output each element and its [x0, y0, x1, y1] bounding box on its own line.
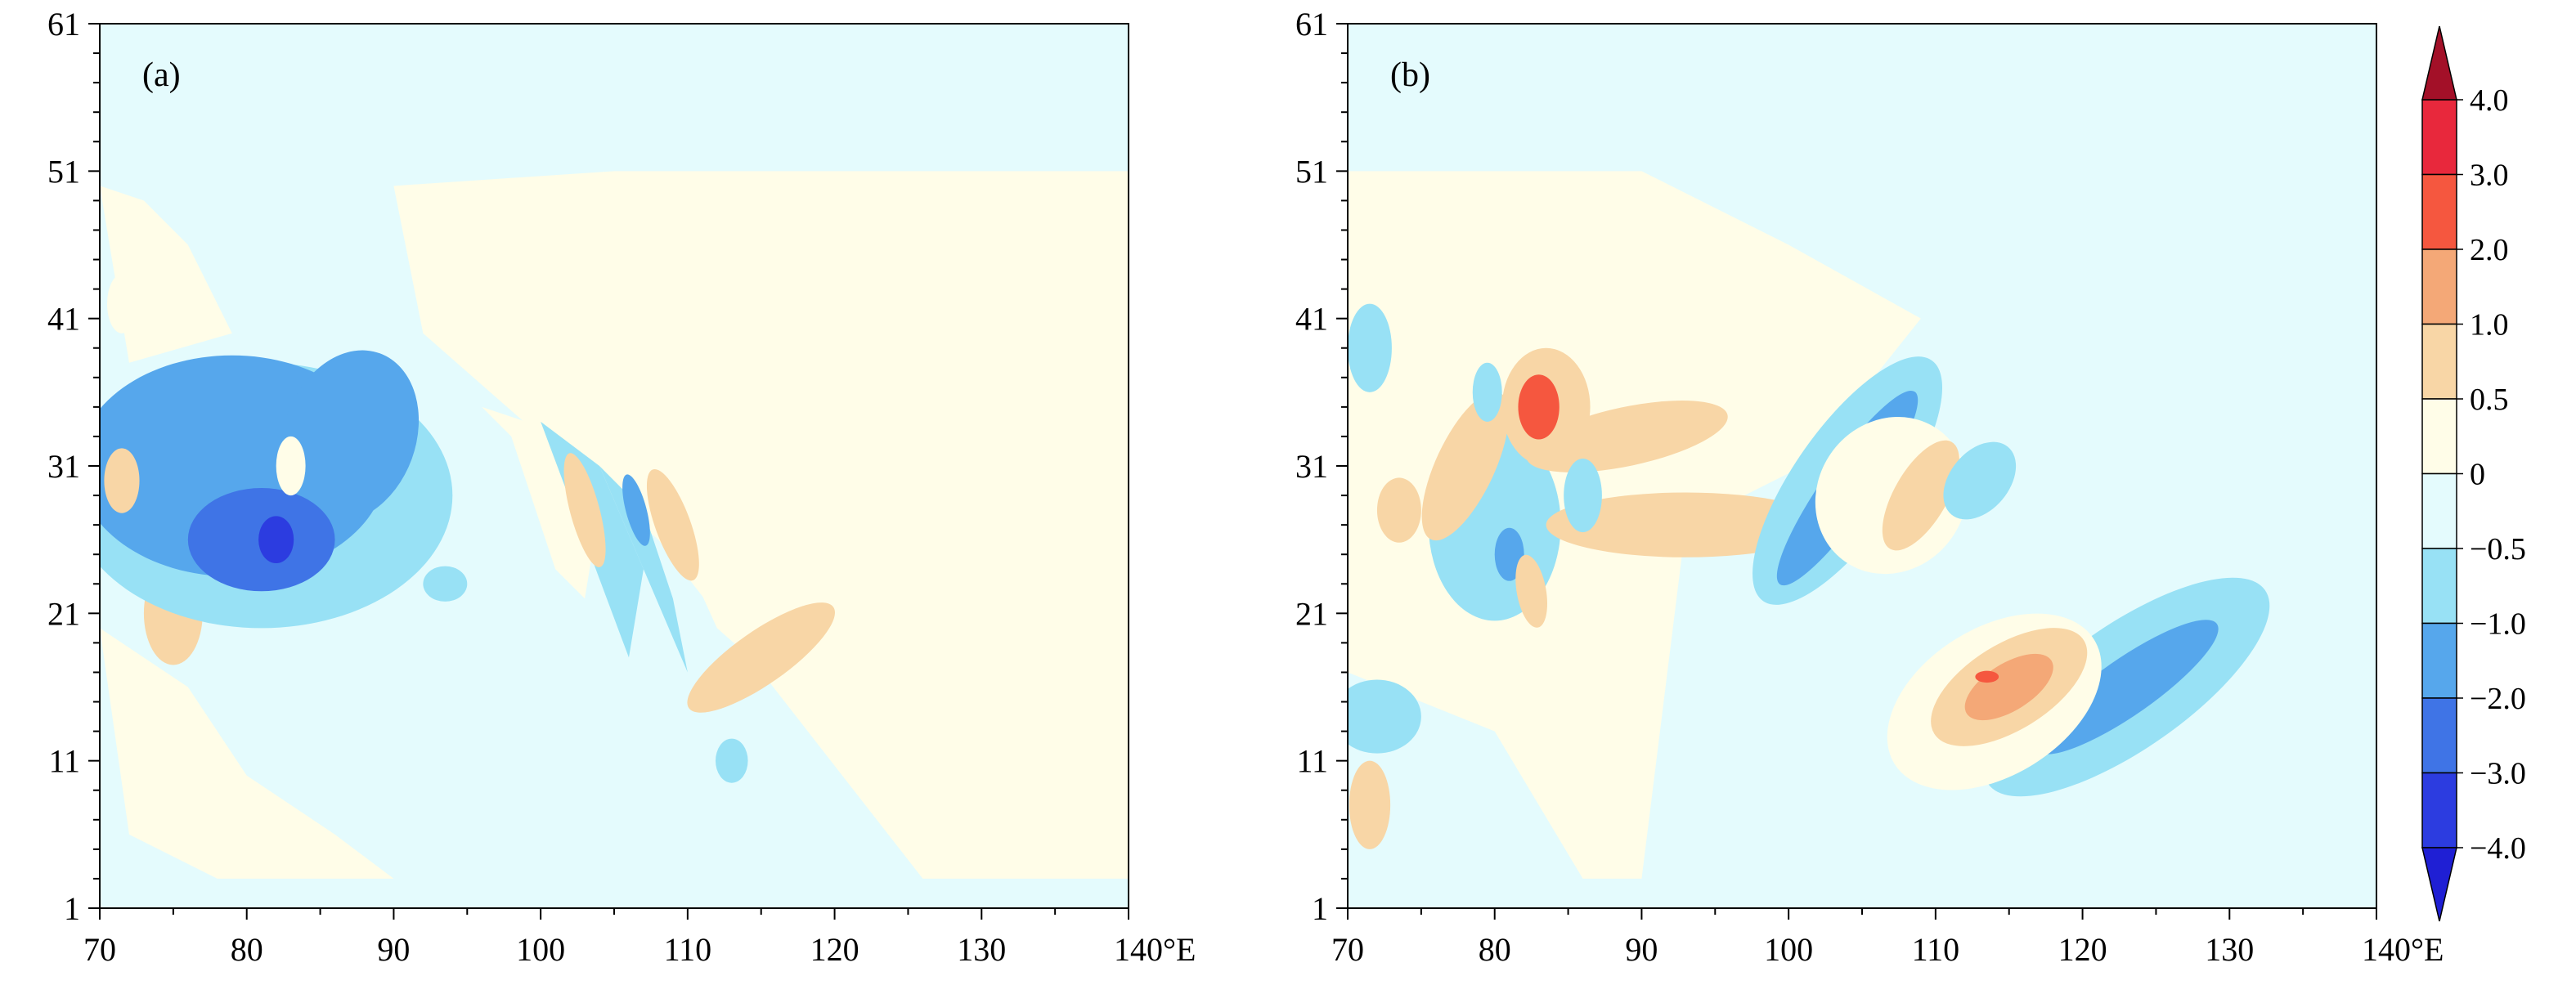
contour-region-11 [1546, 492, 1826, 557]
x-tick-label: 130 [957, 931, 1006, 968]
y-tick-label: 61 [47, 6, 80, 43]
x-tick-label: 110 [1912, 931, 1960, 968]
contour-region-18 [1882, 440, 1959, 551]
x-tick-label: 110 [664, 931, 712, 968]
contour-region-2 [100, 628, 394, 879]
colorbar-swatch [2421, 323, 2457, 400]
contour-region-5 [1349, 760, 1391, 849]
contour-region-25 [1975, 670, 1999, 683]
y-tick-label: 61 [1295, 6, 1328, 43]
colorbar-tick-label: 0 [2470, 458, 2485, 492]
colorbar-tick-label: 0.5 [2470, 383, 2509, 417]
colorbar-swatch [2421, 548, 2457, 625]
colorbar-tick-label: −4.0 [2470, 831, 2526, 866]
x-tick-label: 130 [2205, 931, 2254, 968]
colorbar-swatch [2421, 248, 2457, 325]
y-tick-label: 51 [47, 153, 80, 190]
y-tick-label: 31 [47, 448, 80, 485]
colorbar-swatch [2421, 398, 2457, 475]
contour-region-13 [1472, 362, 1502, 422]
contour-region-7 [1421, 391, 1509, 541]
colorbar-swatch [2421, 697, 2457, 774]
x-tick-label: 140°E [2362, 931, 2444, 968]
contour-region-15 [599, 466, 688, 673]
y-tick-label: 1 [1312, 890, 1328, 927]
contour-field [100, 24, 1129, 908]
colorbar-tick-label: 2.0 [2470, 233, 2509, 267]
y-tick-label: 51 [1295, 153, 1328, 190]
contour-region-17 [643, 466, 864, 732]
contour-region-7 [280, 350, 420, 523]
contour-region-0 [393, 171, 1129, 879]
x-tick-label: 140°E [1114, 931, 1196, 968]
contour-region-4 [1348, 303, 1392, 392]
x-tick-label: 80 [231, 931, 263, 968]
contour-region-19 [687, 602, 835, 713]
y-tick-label: 41 [47, 301, 80, 338]
colorbar-swatch [2421, 99, 2457, 176]
contour-region-12 [1515, 554, 1547, 628]
contour-region-19 [1943, 441, 2017, 520]
y-tick-label: 31 [1295, 448, 1328, 485]
colorbar: 4.0 3.0 2.0 1.0 0.5 0 −0.5 −1.0 −2.0 −3.0 −4.0 [2421, 25, 2526, 922]
y-tick-label: 11 [1296, 743, 1328, 780]
colorbar-tick-label: 1.0 [2470, 308, 2509, 343]
contour-region-10 [1518, 374, 1560, 440]
contour-region-14 [1564, 458, 1602, 533]
y-tick-label: 21 [47, 595, 80, 632]
colorbar-swatch [2421, 622, 2457, 699]
contour-region-9 [1526, 401, 1728, 472]
x-tick-label: 70 [83, 931, 116, 968]
colorbar-under-arrow [2421, 847, 2457, 922]
x-tick-label: 120 [810, 931, 859, 968]
y-tick-label: 1 [64, 890, 80, 927]
colorbar-tick-label: −2.0 [2470, 682, 2526, 716]
panel-label: (b) [1390, 56, 1430, 94]
x-tick-label: 70 [1331, 931, 1364, 968]
contour-region-10 [276, 436, 306, 496]
contour-region-6 [1376, 477, 1421, 543]
contour-field [1348, 24, 2376, 908]
x-tick-label: 100 [516, 931, 565, 968]
colorbar-tick-label: 4.0 [2470, 83, 2509, 118]
y-tick-label: 11 [48, 743, 80, 780]
x-tick-label: 120 [2058, 931, 2107, 968]
colorbar-tick-label: −3.0 [2470, 757, 2526, 791]
contour-region-18 [646, 468, 699, 581]
colorbar-swatch [2421, 173, 2457, 250]
y-tick-label: 21 [1295, 595, 1328, 632]
contour-region-11 [104, 448, 140, 513]
contour-region-4 [106, 274, 137, 334]
x-tick-label: 90 [377, 931, 410, 968]
colorbar-tick-label: −0.5 [2470, 532, 2526, 566]
contour-region-20 [423, 566, 468, 602]
colorbar-tick-label: 3.0 [2470, 159, 2509, 193]
contour-region-24 [1964, 653, 2053, 721]
colorbar-swatch [2421, 772, 2457, 848]
contour-region-3 [1348, 679, 1421, 754]
contour-region-9 [258, 516, 294, 564]
contour-region-16 [622, 474, 650, 546]
x-tick-label: 90 [1625, 931, 1658, 968]
colorbar-over-arrow [2421, 25, 2457, 101]
panel-label: (a) [142, 56, 181, 94]
colorbar-tick-label: −1.0 [2470, 607, 2526, 642]
colorbar-swatch [2421, 472, 2457, 549]
contour-region-14 [563, 453, 606, 567]
x-tick-label: 80 [1479, 931, 1511, 968]
contour-region-21 [716, 738, 748, 783]
y-tick-label: 41 [1295, 301, 1328, 338]
x-tick-label: 100 [1764, 931, 1813, 968]
